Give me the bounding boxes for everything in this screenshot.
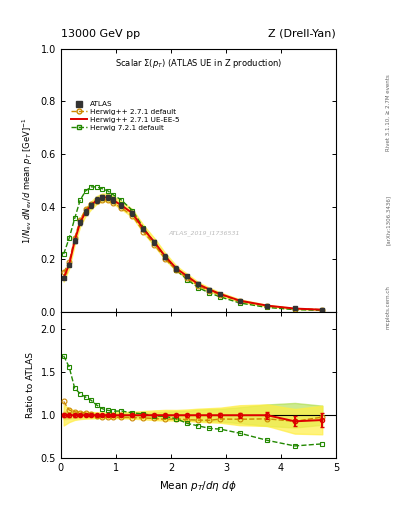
Text: Z (Drell-Yan): Z (Drell-Yan) bbox=[268, 29, 336, 39]
Text: ATLAS_2019_I1736531: ATLAS_2019_I1736531 bbox=[168, 230, 240, 236]
Text: Rivet 3.1.10, ≥ 2.7M events: Rivet 3.1.10, ≥ 2.7M events bbox=[386, 74, 391, 151]
Y-axis label: Ratio to ATLAS: Ratio to ATLAS bbox=[26, 352, 35, 418]
Y-axis label: $1/N_{\mathrm{ev}}\ dN_{\mathrm{ev}}/d\ \mathrm{mean}\ p_T\ [\mathrm{GeV}]^{-1}$: $1/N_{\mathrm{ev}}\ dN_{\mathrm{ev}}/d\ … bbox=[21, 117, 35, 244]
X-axis label: Mean $p_T/d\eta\ d\phi$: Mean $p_T/d\eta\ d\phi$ bbox=[160, 479, 237, 493]
Text: Scalar $\Sigma(p_T)$ (ATLAS UE in Z production): Scalar $\Sigma(p_T)$ (ATLAS UE in Z prod… bbox=[115, 56, 282, 70]
Text: [arXiv:1306.3436]: [arXiv:1306.3436] bbox=[386, 195, 391, 245]
Legend: ATLAS, Herwig++ 2.7.1 default, Herwig++ 2.7.1 UE-EE-5, Herwig 7.2.1 default: ATLAS, Herwig++ 2.7.1 default, Herwig++ … bbox=[69, 98, 183, 134]
Text: mcplots.cern.ch: mcplots.cern.ch bbox=[386, 285, 391, 329]
Text: 13000 GeV pp: 13000 GeV pp bbox=[61, 29, 140, 39]
